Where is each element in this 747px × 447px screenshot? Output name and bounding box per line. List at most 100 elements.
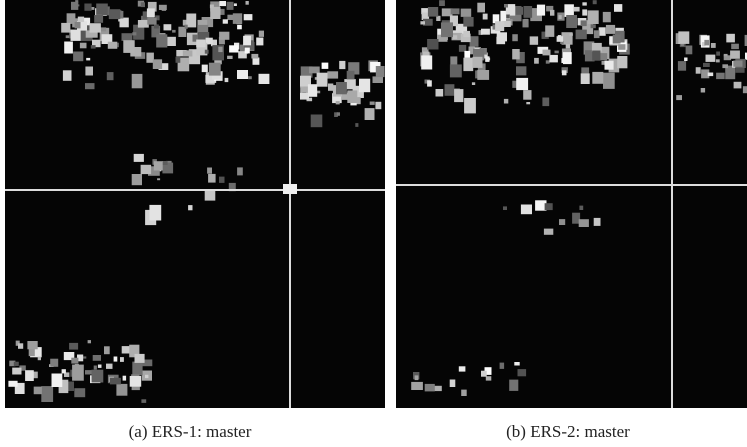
speckle-patch	[108, 9, 121, 20]
speckle-patch	[214, 58, 222, 65]
speckle-patch	[92, 39, 101, 48]
speckle-patch	[50, 358, 59, 367]
speckle-patch	[444, 84, 455, 96]
speckle-patch	[133, 24, 145, 40]
speckle-patch	[336, 112, 340, 116]
speckle-patch	[205, 37, 213, 45]
speckle-patch	[158, 4, 167, 10]
speckle-patch	[134, 353, 145, 363]
speckle-patch	[58, 379, 69, 394]
speckle-patch	[113, 356, 118, 362]
speckle-patch	[603, 72, 615, 89]
speckle-patch	[601, 61, 605, 65]
speckle-patch	[450, 8, 460, 15]
speckle-patch	[207, 167, 212, 174]
speckle-patch	[449, 15, 458, 27]
speckle-patch	[219, 31, 230, 40]
speckle-patch	[131, 73, 143, 89]
speckle-patch	[469, 36, 479, 47]
speckle-patch	[535, 200, 547, 211]
speckle-patch	[563, 52, 572, 65]
speckle-patch	[158, 63, 169, 70]
speckle-patch	[129, 376, 142, 387]
speckle-patch	[218, 46, 223, 53]
speckle-patch	[72, 364, 84, 381]
speckle-patch	[441, 22, 453, 38]
caption: (a) ERS-1: master	[129, 422, 252, 441]
speckle-patch	[157, 178, 161, 181]
speckle-patch	[237, 167, 243, 176]
speckle-patch	[561, 67, 568, 73]
speckle-patch	[86, 57, 91, 61]
speckle-patch	[437, 34, 448, 42]
speckle-patch	[106, 72, 114, 81]
speckle-patch	[146, 52, 154, 63]
speckle-patch	[615, 27, 624, 34]
speckle-patch	[730, 50, 740, 59]
speckle-patch	[131, 174, 142, 186]
speckle-patch	[468, 46, 475, 55]
speckle-patch	[192, 34, 200, 42]
speckle-patch	[592, 0, 597, 5]
speckle-patch	[129, 344, 140, 358]
speckle-patch	[534, 57, 539, 64]
speckle-patch	[516, 52, 525, 64]
speckle-patch	[441, 8, 453, 17]
speckle-patch	[91, 369, 104, 383]
speckle-patch	[210, 6, 221, 20]
speckle-patch	[300, 66, 313, 78]
speckle-patch	[715, 59, 720, 63]
speckle-patch	[364, 108, 375, 120]
speckle-patch	[421, 55, 433, 70]
speckle-patch	[520, 204, 532, 215]
speckle-patch	[347, 90, 358, 103]
speckle-patch	[37, 356, 41, 361]
speckle-patch	[464, 50, 471, 58]
speckle-patch	[705, 54, 716, 62]
speckle-patch	[492, 14, 500, 24]
speckle-patch	[341, 92, 349, 100]
speckle-patch	[439, 0, 445, 7]
speckle-patch	[463, 17, 474, 27]
speckle-patch	[119, 17, 129, 28]
speckle-patch	[152, 59, 163, 69]
speckle-patch	[680, 42, 684, 46]
speckle-patch	[228, 182, 236, 192]
speckle-patch	[79, 42, 87, 49]
speckle-patch	[61, 369, 66, 374]
speckle-patch	[8, 380, 18, 387]
speckle-patch	[201, 17, 214, 28]
speckle-patch	[258, 73, 270, 84]
speckle-patch	[723, 53, 728, 57]
speckle-patch	[421, 12, 430, 20]
speckle-patch	[424, 383, 435, 392]
speckle-patch	[63, 352, 75, 361]
speckle-patch	[96, 3, 108, 15]
speckle-patch	[499, 362, 505, 369]
speckle-patch	[300, 92, 309, 100]
speckle-patch	[503, 98, 509, 104]
speckle-patch	[604, 60, 614, 70]
speckle-patch	[477, 2, 485, 13]
speckle-patch	[502, 20, 511, 27]
speckle-patch	[256, 37, 264, 46]
speckle-patch	[549, 54, 558, 63]
speckle-patch	[175, 56, 181, 63]
speckle-patch	[145, 374, 149, 379]
speckle-patch	[515, 6, 523, 15]
speckle-patch	[596, 53, 608, 61]
speckle-patch	[584, 50, 595, 62]
speckle-patch	[492, 24, 497, 30]
speckle-patch	[517, 369, 527, 377]
speckle-patch	[530, 8, 542, 22]
speckle-patch	[726, 33, 735, 43]
speckle-patch	[212, 45, 224, 61]
speckle-patch	[359, 78, 371, 93]
speckle-patch	[186, 32, 198, 46]
speckle-patch	[116, 383, 128, 396]
speckle-patch	[346, 70, 355, 80]
speckle-patch	[176, 50, 187, 57]
speckle-patch	[334, 112, 338, 117]
speckle-patch	[130, 47, 142, 57]
speckle-patch	[352, 85, 364, 98]
